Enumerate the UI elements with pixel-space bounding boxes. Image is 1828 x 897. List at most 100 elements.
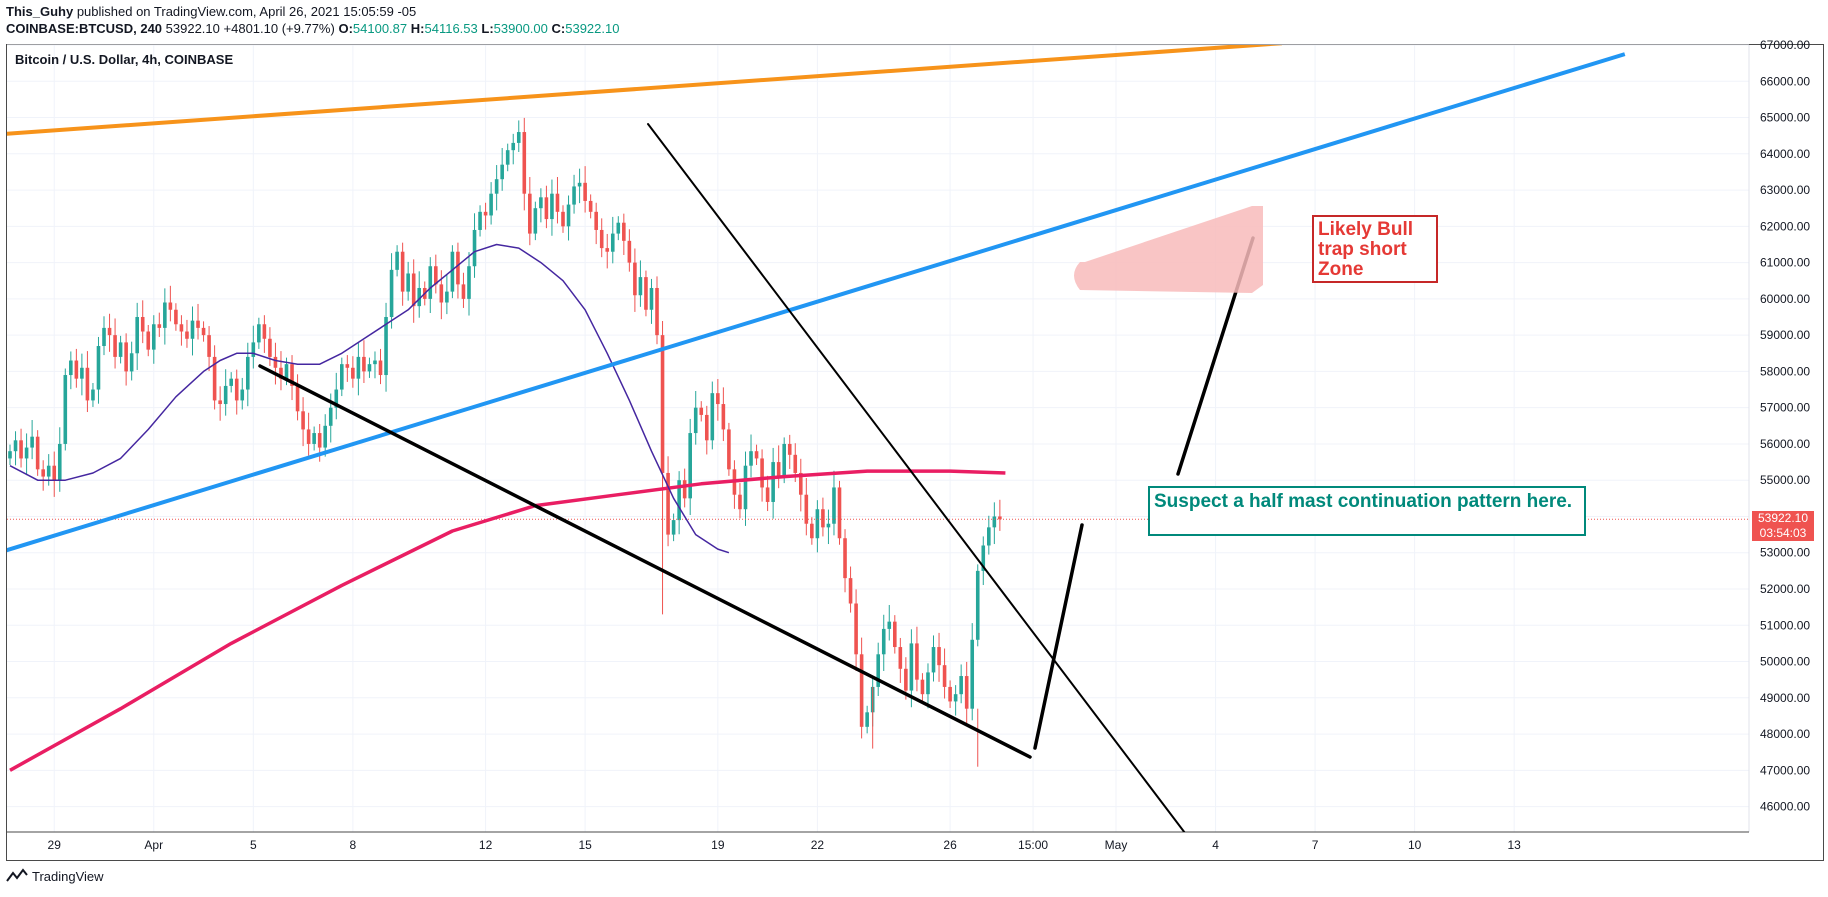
candle-body xyxy=(483,211,488,216)
candle-body xyxy=(312,433,316,444)
candle-body xyxy=(301,411,305,430)
time-axis-label: 5 xyxy=(250,838,257,852)
candle-body xyxy=(555,193,560,212)
candle-body xyxy=(19,440,23,459)
candle-body xyxy=(572,186,576,205)
orange-trendline xyxy=(7,45,1283,136)
candle-body xyxy=(400,251,405,292)
candle-body xyxy=(41,469,45,477)
candle-body xyxy=(74,360,79,379)
candle-body xyxy=(268,338,272,357)
candle-body xyxy=(937,647,941,666)
price-axis-label: 65000.00 xyxy=(1760,111,1810,125)
close-value: 53922.10 xyxy=(565,21,620,36)
candle-body xyxy=(284,364,289,379)
candle-body xyxy=(30,436,34,448)
candle-body xyxy=(328,407,333,426)
candle-body xyxy=(124,342,128,372)
candle-body xyxy=(500,164,504,180)
candle-body xyxy=(727,429,731,470)
candle-body xyxy=(605,248,610,252)
candle-body xyxy=(716,393,720,405)
candle-body xyxy=(964,676,969,709)
candle-body xyxy=(760,458,764,488)
time-axis-label: 15:00 xyxy=(1018,838,1048,852)
candle-body xyxy=(909,643,914,691)
candle-body xyxy=(926,672,930,695)
candle-body xyxy=(69,360,73,376)
candle-body xyxy=(854,603,858,655)
candle-body xyxy=(445,291,449,303)
candle-body xyxy=(699,407,704,415)
price-axis-label: 63000.00 xyxy=(1760,183,1810,197)
candle-body xyxy=(915,643,919,680)
candle-body xyxy=(787,443,792,455)
candle-body xyxy=(599,229,604,249)
candle-body xyxy=(771,462,775,502)
price-axis-label: 67000.00 xyxy=(1760,38,1810,52)
candle-body xyxy=(539,197,543,209)
candle-body xyxy=(959,676,963,695)
candle-body xyxy=(57,443,62,481)
candle-body xyxy=(948,686,952,702)
candle-body xyxy=(257,324,261,343)
candle-body xyxy=(804,494,809,524)
high-label: H: xyxy=(410,21,425,36)
candle-body xyxy=(240,389,245,401)
time-axis-label: 7 xyxy=(1312,838,1319,852)
candle-body xyxy=(754,451,759,459)
time-axis-label: 22 xyxy=(811,838,825,852)
price-axis-label: 62000.00 xyxy=(1760,219,1810,233)
candle-body xyxy=(843,538,847,579)
footer-brand[interactable]: TradingView xyxy=(6,868,104,884)
time-axis-label: 26 xyxy=(943,838,957,852)
candle-body xyxy=(362,356,366,372)
candle-body xyxy=(439,284,444,303)
candle-body xyxy=(810,523,814,539)
author-name[interactable]: This_Guhy xyxy=(6,4,74,19)
candle-body xyxy=(704,414,709,441)
candle-body xyxy=(461,284,466,299)
candle-body xyxy=(544,197,549,220)
time-axis-label: May xyxy=(1105,838,1128,852)
time-axis-label: 8 xyxy=(350,838,357,852)
candle-body xyxy=(848,578,853,604)
candle-body xyxy=(245,356,250,390)
candle-body xyxy=(738,494,742,510)
time-axis-label: 15 xyxy=(578,838,592,852)
brand-name: TradingView xyxy=(32,868,104,884)
candle-body xyxy=(644,277,648,310)
candle-body xyxy=(622,222,626,241)
candle-body xyxy=(46,465,51,477)
time-axis-label: 13 xyxy=(1507,838,1521,852)
candle-body xyxy=(234,378,239,401)
candle-body xyxy=(876,654,881,687)
candle-body xyxy=(887,621,892,629)
candle-body xyxy=(8,451,12,459)
candle-body xyxy=(528,193,532,234)
candle-body xyxy=(505,150,510,165)
half-mast-note[interactable]: Suspect a half mast continuation pattern… xyxy=(1148,486,1586,536)
candle-body xyxy=(135,317,139,354)
candle-body xyxy=(345,364,350,368)
candle-body xyxy=(373,360,377,365)
low-label: L: xyxy=(481,21,494,36)
bar-countdown: 03:54:03 xyxy=(1759,526,1807,540)
bull-trap-note[interactable]: Likely Bull trap short Zone xyxy=(1312,215,1438,283)
candle-body xyxy=(472,229,477,267)
candle-body xyxy=(85,367,90,401)
publish-info: This_Guhy published on TradingView.com, … xyxy=(6,4,416,20)
candle-body xyxy=(859,654,864,727)
price-axis-label: 60000.00 xyxy=(1760,292,1810,306)
candle-body xyxy=(290,364,294,386)
candle-body xyxy=(80,367,84,379)
candle-body xyxy=(107,327,112,336)
support-trendline xyxy=(258,364,1032,759)
candle-body xyxy=(113,335,117,357)
candle-body xyxy=(251,342,256,357)
candle-body xyxy=(334,389,339,408)
candle-body xyxy=(417,287,422,307)
candle-body xyxy=(223,385,228,405)
candle-body xyxy=(627,240,632,263)
